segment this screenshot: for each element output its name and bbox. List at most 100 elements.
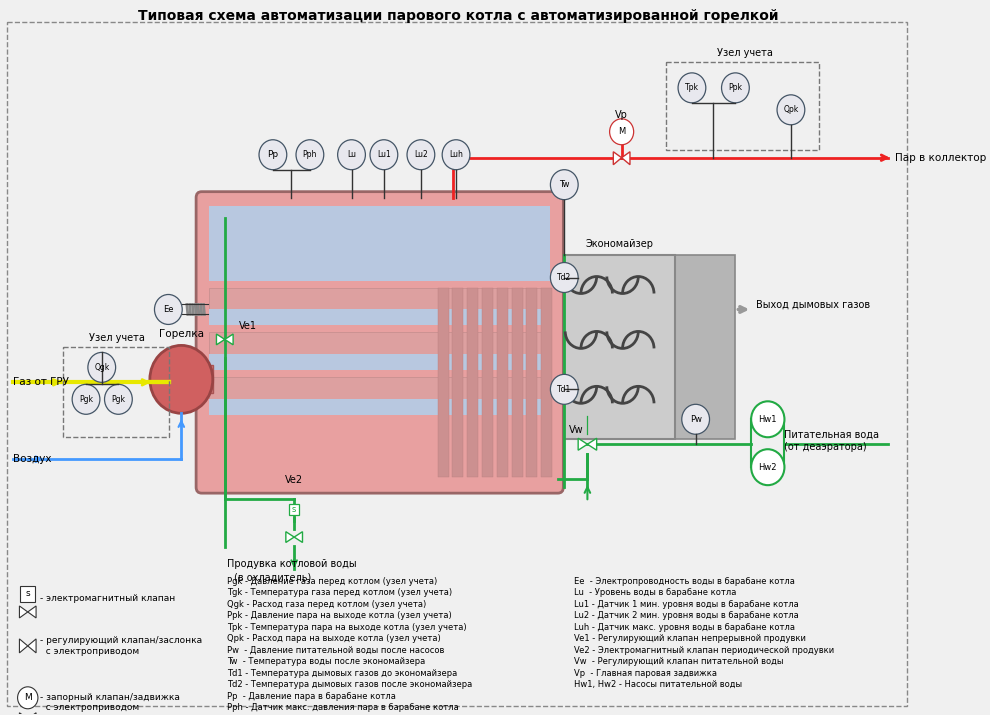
Bar [467, 287, 478, 477]
Polygon shape [286, 532, 294, 543]
Text: - электромагнитный клапан: - электромагнитный клапан [40, 594, 175, 603]
Text: Lu1 - Датчик 1 мин. уровня воды в барабане котла: Lu1 - Датчик 1 мин. уровня воды в бараба… [573, 600, 798, 609]
Bar [209, 332, 550, 355]
Text: Lu2: Lu2 [414, 150, 428, 159]
Circle shape [105, 385, 133, 414]
Text: Hw1: Hw1 [758, 415, 777, 424]
Bar [209, 378, 550, 399]
Bar [202, 365, 213, 393]
Text: Pph - Датчик макс. давления пара в барабане котла: Pph - Датчик макс. давления пара в бараб… [227, 704, 458, 712]
Text: Vw  - Регулирующий клапан питательной воды: Vw - Регулирующий клапан питательной вод… [573, 657, 783, 666]
Text: Qpk - Расход пара на выходе котла (узел учета): Qpk - Расход пара на выходе котла (узел … [227, 634, 441, 644]
Text: Tgk - Температура газа перед котлом (узел учета): Tgk - Температура газа перед котлом (узе… [227, 588, 451, 598]
Text: (от деаэратора): (от деаэратора) [784, 443, 867, 452]
Circle shape [149, 345, 213, 413]
Text: - запорный клапан/задвижка
  с электроприводом: - запорный клапан/задвижка с электроприв… [40, 693, 179, 712]
Polygon shape [217, 334, 225, 345]
Polygon shape [578, 438, 587, 450]
Polygon shape [20, 639, 28, 653]
Text: Luh: Luh [449, 150, 463, 159]
Circle shape [407, 139, 435, 169]
Bar [675, 255, 736, 439]
Bar [209, 310, 550, 325]
Text: Td1: Td1 [557, 385, 571, 394]
Bar [289, 504, 299, 515]
Text: Газ от ГРУ: Газ от ГРУ [13, 378, 69, 388]
Polygon shape [20, 713, 28, 715]
Polygon shape [28, 713, 36, 715]
Circle shape [751, 449, 784, 485]
Text: Tw  - Температура воды после экономайзера: Tw - Температура воды после экономайзера [227, 657, 425, 666]
Text: Горелка: Горелка [158, 330, 204, 340]
Circle shape [370, 139, 398, 169]
Text: Ve2 - Электромагнитный клапан периодической продувки: Ve2 - Электромагнитный клапан периодичес… [573, 646, 834, 655]
Text: Td2: Td2 [557, 273, 571, 282]
Text: Td1 - Температура дымовых газов до экономайзера: Td1 - Температура дымовых газов до эконо… [227, 669, 457, 678]
Polygon shape [614, 152, 622, 164]
Text: Pgk - Давление газа перед котлом (узел учета): Pgk - Давление газа перед котлом (узел у… [227, 577, 437, 586]
Circle shape [296, 139, 324, 169]
Text: Td2 - Температура дымовых газов после экономайзера: Td2 - Температура дымовых газов после эк… [227, 681, 472, 689]
Text: Qpk: Qpk [783, 105, 799, 114]
Polygon shape [622, 152, 630, 164]
Text: Ve1 - Регулирующий клапан непрерывной продувки: Ve1 - Регулирующий клапан непрерывной пр… [573, 634, 806, 644]
Polygon shape [20, 606, 28, 618]
Circle shape [443, 139, 470, 169]
Bar [497, 287, 508, 477]
Bar [482, 287, 493, 477]
Bar [527, 287, 538, 477]
Bar [666, 62, 819, 149]
Circle shape [610, 119, 634, 144]
Text: Ppk: Ppk [729, 84, 742, 92]
Bar [564, 255, 675, 439]
Text: Pw: Pw [690, 415, 702, 424]
Bar [209, 206, 550, 280]
Text: Ee  - Электропроводность воды в барабане котла: Ee - Электропроводность воды в барабане … [573, 577, 794, 586]
Bar [63, 347, 169, 438]
Circle shape [550, 169, 578, 199]
Bar [438, 287, 448, 477]
Text: Qgk - Расход газа перед котлом (узел учета): Qgk - Расход газа перед котлом (узел уче… [227, 600, 426, 609]
Text: Узел учета: Узел учета [717, 48, 772, 58]
Circle shape [72, 385, 100, 414]
Circle shape [88, 352, 116, 383]
Text: Ve1: Ve1 [239, 322, 256, 332]
Circle shape [751, 401, 784, 438]
Bar [209, 399, 550, 415]
Circle shape [777, 95, 805, 125]
Text: M: M [24, 694, 32, 702]
Polygon shape [28, 639, 36, 653]
Bar [209, 355, 550, 370]
Text: Tw: Tw [559, 180, 569, 189]
Bar [512, 287, 523, 477]
Polygon shape [294, 532, 303, 543]
Text: Ee: Ee [163, 305, 173, 314]
Text: Pp  - Давление пара в барабане котла: Pp - Давление пара в барабане котла [227, 692, 396, 701]
Circle shape [722, 73, 749, 103]
Text: Pph: Pph [303, 150, 317, 159]
Text: Ppk - Давление пара на выходе котла (узел учета): Ppk - Давление пара на выходе котла (узе… [227, 611, 451, 621]
Text: Vp: Vp [615, 110, 628, 120]
Text: Vp  - Главная паровая задвижка: Vp - Главная паровая задвижка [573, 669, 717, 678]
Text: Экономайзер: Экономайзер [586, 239, 653, 249]
Text: Lu1: Lu1 [377, 150, 391, 159]
Circle shape [338, 139, 365, 169]
Text: Узел учета: Узел учета [89, 333, 145, 343]
Text: Lu2 - Датчик 2 мин. уровня воды в барабане котла: Lu2 - Датчик 2 мин. уровня воды в бараба… [573, 611, 798, 621]
Text: Lu  - Уровень воды в барабане котла: Lu - Уровень воды в барабане котла [573, 588, 736, 598]
Text: s: s [26, 589, 30, 598]
Text: Hw2: Hw2 [758, 463, 777, 472]
Text: Qgk: Qgk [94, 363, 109, 372]
Circle shape [259, 139, 287, 169]
Text: Pgk: Pgk [79, 395, 93, 404]
Text: Воздух: Воздух [13, 454, 51, 464]
Text: Lu: Lu [347, 150, 356, 159]
Circle shape [550, 262, 578, 292]
Text: Питательная вода: Питательная вода [784, 429, 879, 439]
Text: s: s [292, 505, 296, 513]
Bar [209, 287, 550, 310]
Text: Пар в коллектор: Пар в коллектор [895, 153, 987, 163]
Polygon shape [225, 334, 233, 345]
Text: Типовая схема автоматизации парового котла с автоматизированной горелкой: Типовая схема автоматизации парового кот… [138, 9, 778, 23]
Text: Tpk - Температура пара на выходе котла (узел учета): Tpk - Температура пара на выходе котла (… [227, 623, 466, 632]
